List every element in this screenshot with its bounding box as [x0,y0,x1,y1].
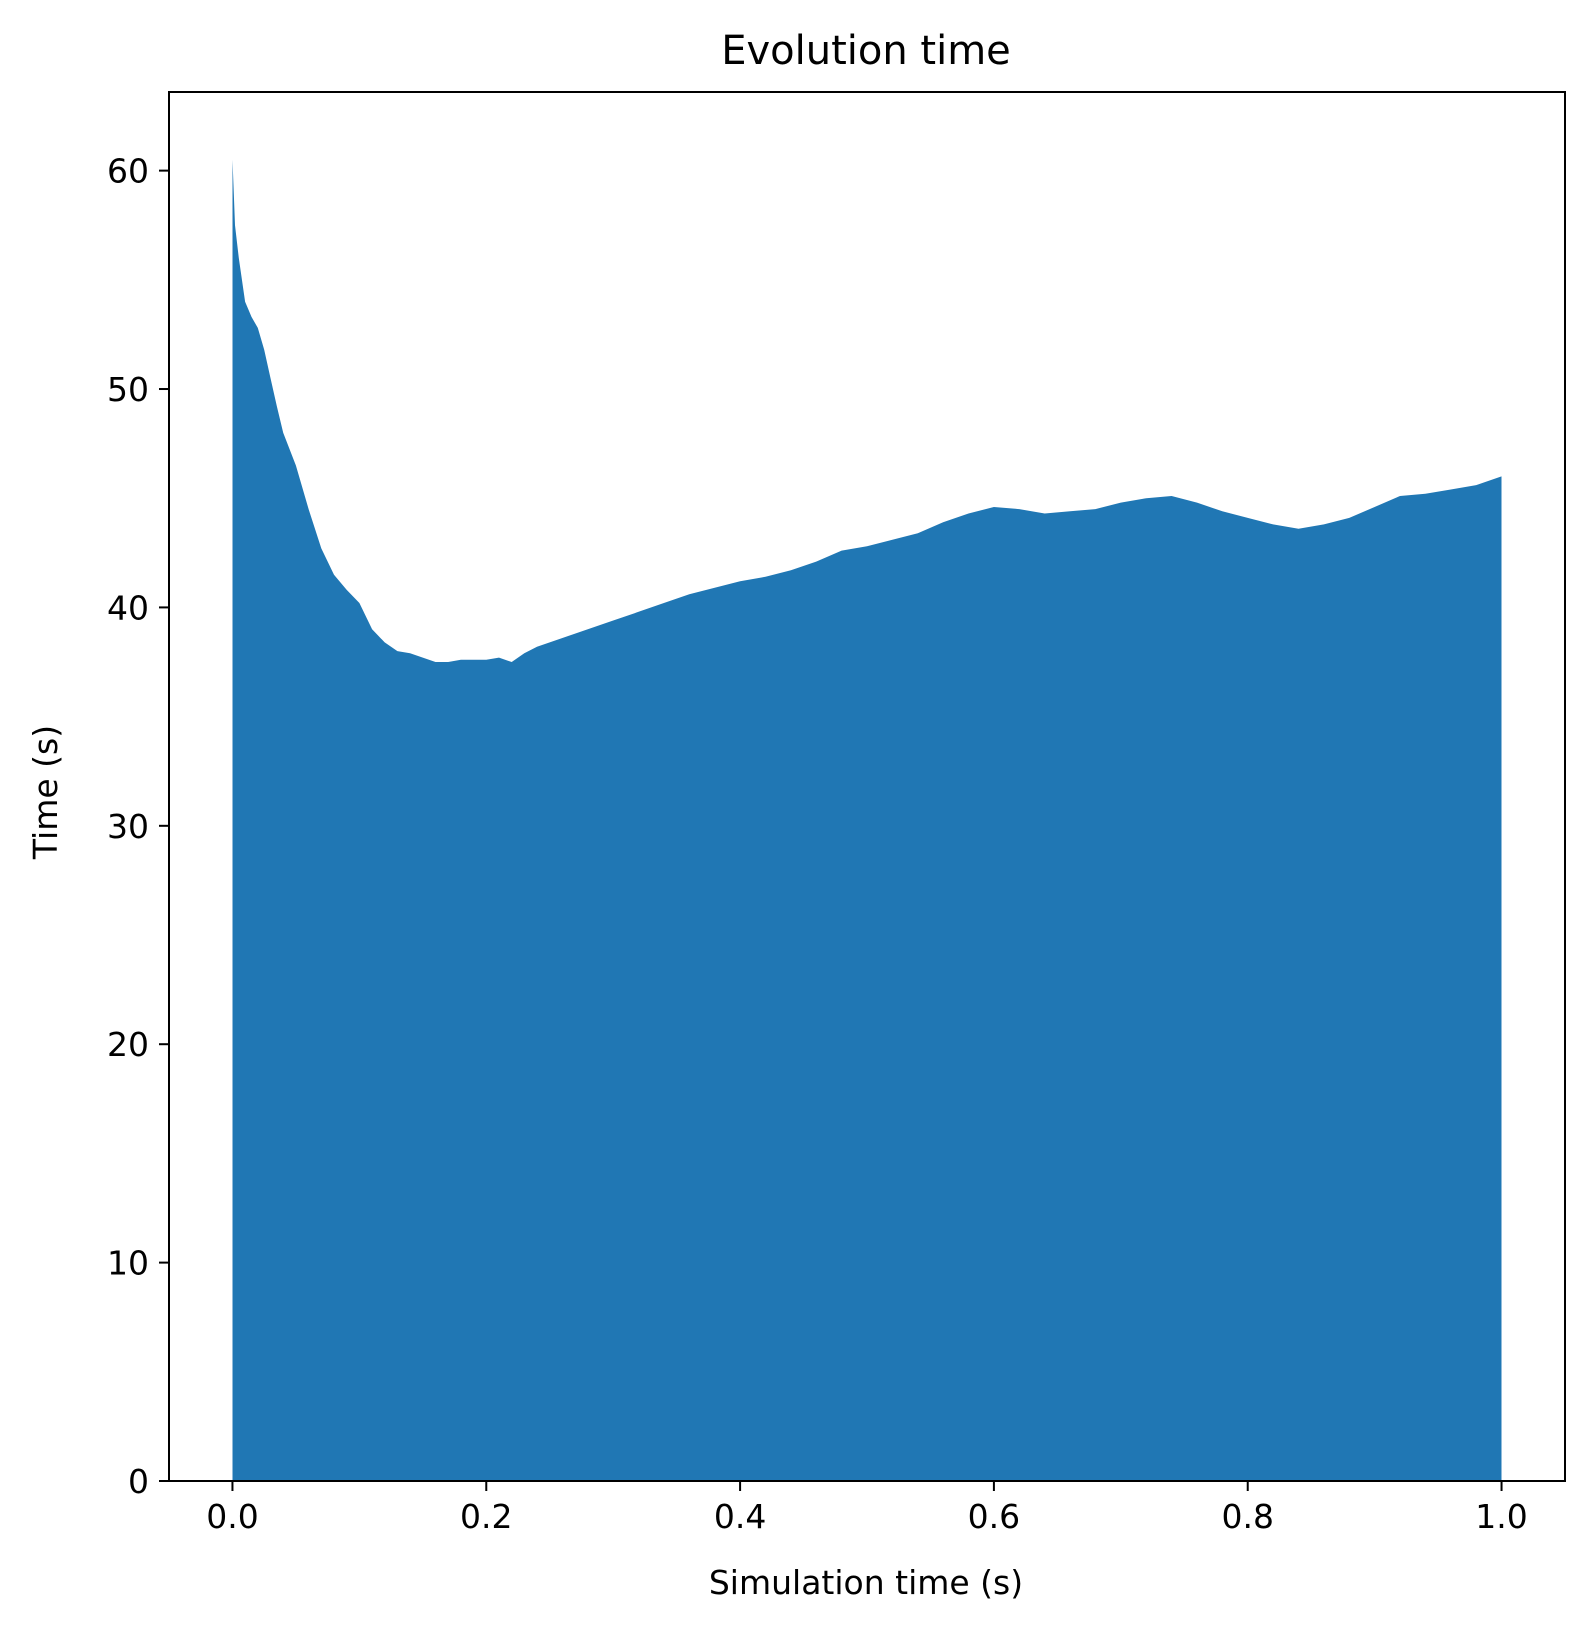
y-tick-label: 10 [107,1244,149,1283]
y-axis-label: Time (s) [26,725,65,860]
axes: 0.0 0.2 0.4 0.6 0.8 1.0 0 10 20 30 40 50 60 [107,91,1566,1536]
y-tick-label: 40 [107,588,149,627]
x-tick-label: 0.0 [206,1497,258,1536]
y-tick-label: 20 [107,1025,149,1064]
x-tick-label: 0.6 [968,1497,1020,1536]
y-tick-label: 0 [128,1462,149,1501]
x-tick-label: 0.8 [1221,1497,1273,1536]
x-tick-label: 0.2 [460,1497,512,1536]
series-area-0 [232,159,1502,1482]
x-tick-label: 0.4 [714,1497,766,1536]
chart-title: Evolution time [721,28,1011,74]
plot-area [232,159,1502,1482]
y-tick-label: 60 [107,152,149,191]
y-tick-label: 30 [107,807,149,846]
x-axis-label: Simulation time (s) [709,1563,1023,1602]
x-tick-label: 1.0 [1475,1497,1527,1536]
axes-frame [168,91,1566,1482]
y-tick-label: 50 [107,370,149,409]
